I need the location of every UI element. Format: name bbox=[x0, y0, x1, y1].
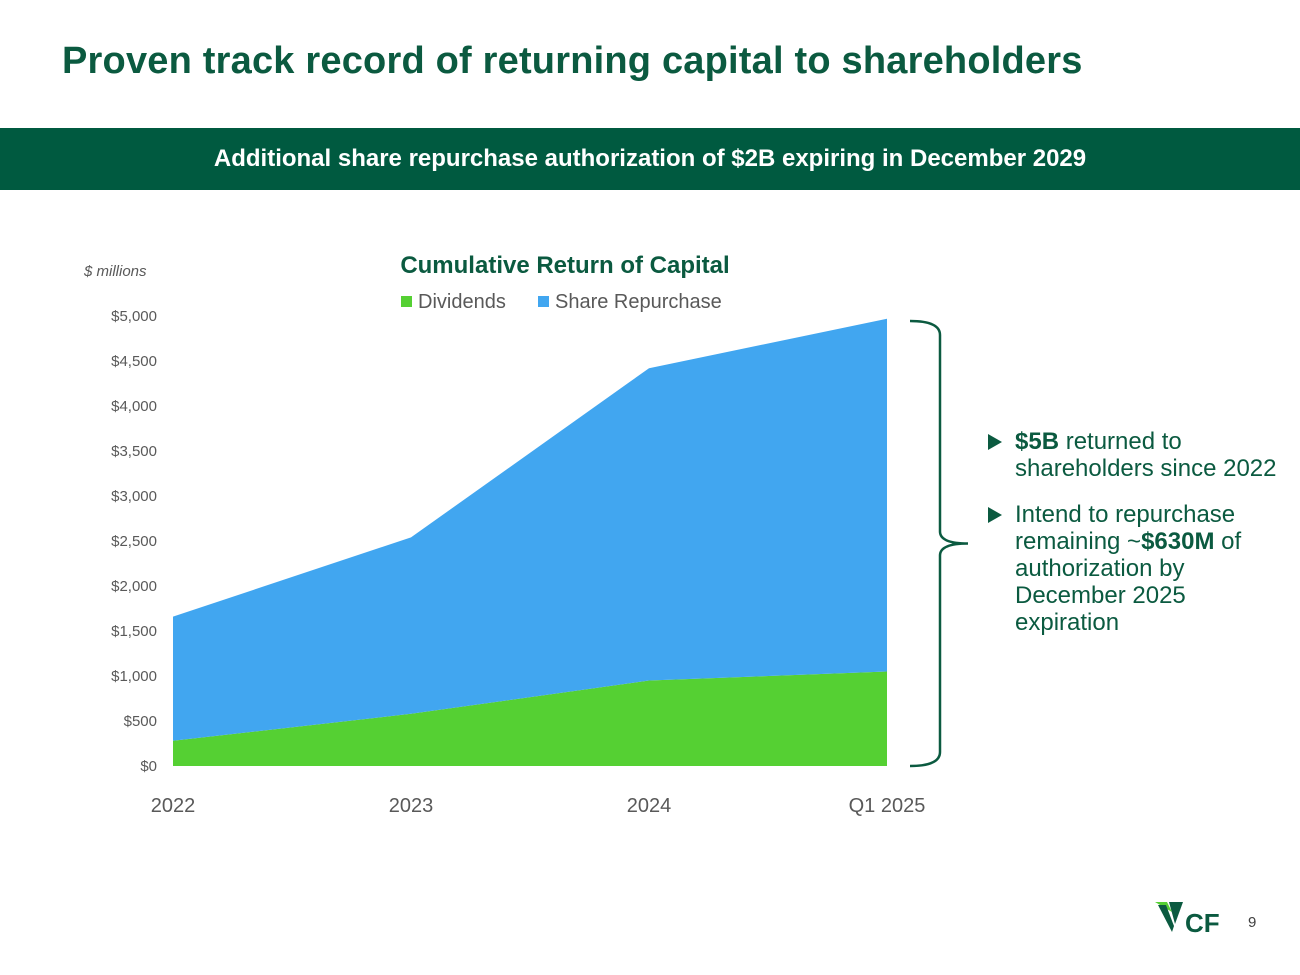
callout-item: Intend to repurchase remaining ~$630M of… bbox=[988, 501, 1288, 636]
units-label: $ millions bbox=[84, 263, 147, 280]
y-tick-label: $2,500 bbox=[111, 533, 157, 550]
callout-highlight: $630M bbox=[1141, 528, 1215, 555]
y-tick-label: $1,000 bbox=[111, 668, 157, 685]
page-title: Proven track record of returning capital… bbox=[62, 40, 1083, 82]
x-tick-label: 2024 bbox=[627, 795, 672, 817]
y-tick-label: $0 bbox=[140, 758, 157, 775]
y-tick-label: $500 bbox=[124, 713, 157, 730]
banner: Additional share repurchase authorizatio… bbox=[0, 128, 1300, 190]
svg-text:CF: CF bbox=[1185, 908, 1220, 938]
y-tick-label: $3,500 bbox=[111, 443, 157, 460]
y-tick-label: $4,000 bbox=[111, 398, 157, 415]
page-number: 9 bbox=[1248, 914, 1257, 931]
legend-label: Dividends bbox=[418, 291, 506, 313]
y-tick-label: $4,500 bbox=[111, 353, 157, 370]
y-tick-label: $5,000 bbox=[111, 308, 157, 325]
bracket-icon bbox=[909, 319, 969, 768]
x-tick-label: Q1 2025 bbox=[849, 795, 926, 817]
x-tick-label: 2022 bbox=[151, 795, 196, 817]
area-dividends bbox=[173, 671, 887, 766]
callout-list: $5B returned to shareholders since 2022 … bbox=[988, 428, 1288, 655]
callout-text: returned to shareholders since 2022 bbox=[1015, 428, 1277, 482]
chart-title: Cumulative Return of Capital bbox=[400, 252, 729, 279]
y-tick-label: $2,000 bbox=[111, 578, 157, 595]
y-tick-label: $3,000 bbox=[111, 488, 157, 505]
legend-swatch bbox=[401, 296, 412, 307]
legend-label: Share Repurchase bbox=[555, 291, 722, 313]
legend-swatch bbox=[538, 296, 549, 307]
x-tick-label: 2023 bbox=[389, 795, 434, 817]
area-chart: Cumulative Return of Capital Dividends Sha… bbox=[111, 252, 969, 817]
callout-item: $5B returned to shareholders since 2022 bbox=[988, 428, 1288, 482]
callout-text: Intend to repurchase remaining ~ bbox=[1015, 501, 1236, 555]
callout-highlight: $5B bbox=[1015, 428, 1060, 455]
callout-text: of authorization by December 2025 expira… bbox=[1015, 528, 1242, 636]
triangle-bullet-icon bbox=[988, 507, 1002, 523]
y-tick-label: $1,500 bbox=[111, 623, 157, 640]
area-share-repurchase bbox=[173, 318, 887, 741]
triangle-bullet-icon bbox=[988, 434, 1002, 450]
cf-logo: CF bbox=[1155, 902, 1220, 938]
banner-text: Additional share repurchase authorizatio… bbox=[213, 145, 1087, 172]
